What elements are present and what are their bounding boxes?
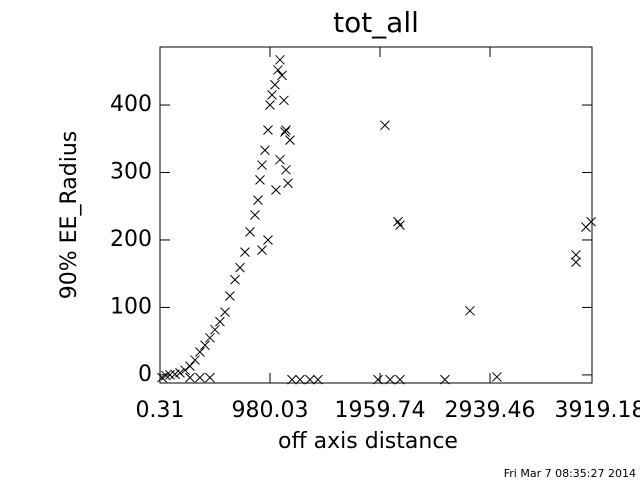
x-tick-label: 0.31 (136, 398, 185, 423)
point (277, 70, 287, 81)
point (230, 274, 240, 285)
point (190, 355, 200, 365)
point (393, 216, 403, 227)
point (205, 372, 215, 383)
point (275, 154, 285, 165)
point (440, 374, 450, 385)
point (210, 324, 220, 335)
point (285, 135, 295, 145)
point (571, 257, 581, 268)
point (195, 372, 205, 383)
point (235, 262, 245, 273)
point (245, 227, 255, 237)
timestamp: Fri Mar 7 08:35:27 2014 (504, 467, 636, 480)
point (250, 210, 260, 220)
point (175, 368, 185, 378)
point (161, 370, 171, 381)
point (195, 347, 205, 357)
point (395, 220, 405, 230)
point (586, 216, 596, 227)
point (281, 164, 291, 175)
point (215, 316, 225, 327)
plot-frame (159, 46, 593, 384)
point (263, 235, 273, 245)
point (287, 374, 297, 385)
point (280, 127, 290, 137)
point (253, 195, 263, 206)
point (257, 245, 267, 255)
y-tick-label: 200 (110, 227, 152, 252)
point (260, 145, 270, 156)
point (273, 65, 283, 75)
point (313, 374, 323, 385)
point (385, 374, 395, 385)
point (180, 365, 190, 376)
point (265, 100, 275, 110)
point (257, 160, 267, 170)
x-axis-label: off axis distance (278, 429, 458, 454)
point (283, 178, 293, 189)
point (271, 185, 281, 195)
x-tick-label: 980.03 (232, 398, 309, 423)
point (465, 305, 475, 316)
x-tick-label: 3919.18 (554, 398, 640, 423)
point (255, 175, 265, 185)
point (373, 374, 383, 385)
y-tick-label: 300 (110, 159, 152, 184)
chart-title: tot_all (333, 6, 419, 39)
point (492, 372, 502, 382)
point (281, 125, 291, 135)
point (275, 54, 285, 65)
x-tick-label: 1959.74 (335, 398, 426, 423)
point (200, 340, 210, 351)
point (571, 249, 581, 260)
x-tick-label: 2939.46 (445, 398, 536, 423)
y-axis-label: 90% EE_Radius (57, 131, 82, 299)
point (205, 332, 215, 343)
point (185, 372, 195, 383)
point (305, 374, 315, 385)
point (267, 90, 277, 100)
point (225, 291, 235, 301)
point (295, 374, 305, 385)
point (185, 361, 195, 371)
y-tick-label: 100 (110, 294, 152, 319)
point (380, 120, 390, 131)
point (240, 247, 250, 257)
y-tick-label: 400 (110, 92, 152, 117)
point (279, 95, 289, 106)
point (220, 307, 230, 318)
point (263, 125, 273, 135)
point (270, 79, 280, 90)
y-tick-label: 0 (138, 362, 152, 387)
point (395, 374, 405, 385)
